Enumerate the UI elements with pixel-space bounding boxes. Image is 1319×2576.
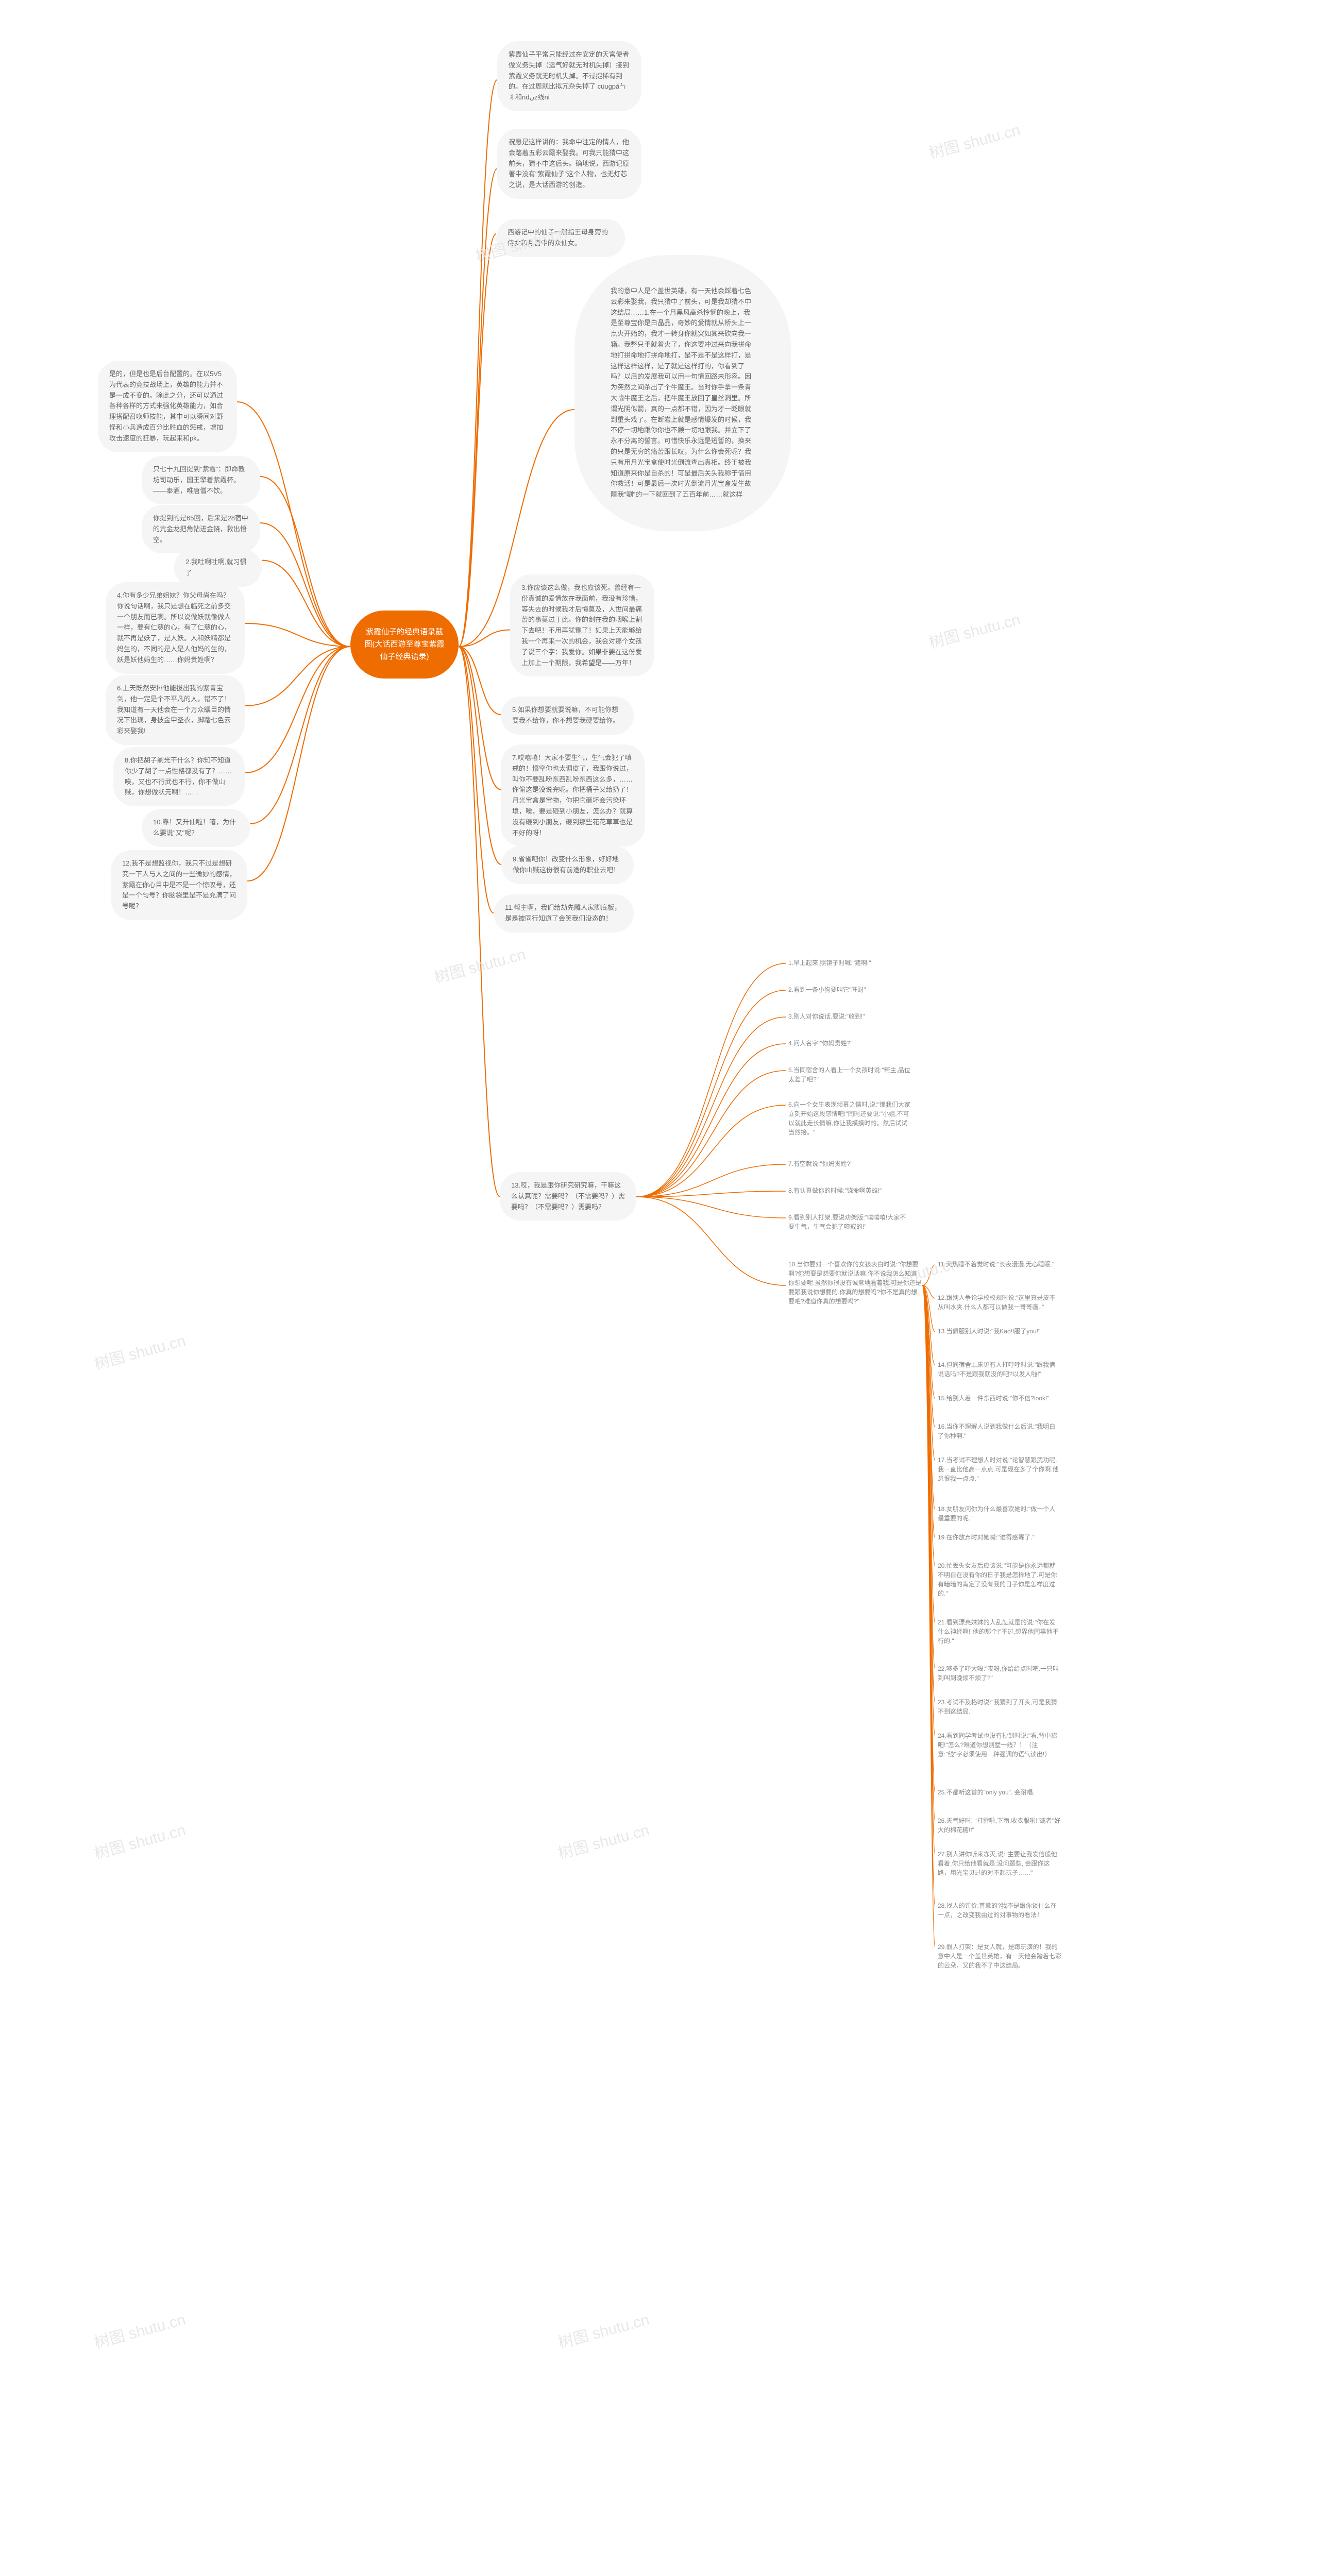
left-node-0: 是的，但是也是后台配置的。在以5V5为代表的竞技战场上，英雄的能力并不是一成不变…	[98, 361, 237, 452]
leaf-g2-0: 11.天热睡不着觉时说:"长夜漫漫,无心睡眠."	[938, 1260, 1061, 1269]
leaf-g2-4: 15.给别人着一件东西时说:"你不信?look!"	[938, 1394, 1061, 1403]
left-node-3: 2.我吐啊吐啊,就习惯了	[174, 549, 262, 587]
left-node-7: 10.靠！又升仙啦！嘻，为什么要说"又"呢？	[142, 809, 250, 847]
leaf-g2-16: 27.别人讲你听来冻灭,说:"主要让我发信般他看着,你只给他看就是:没问题些, …	[938, 1850, 1061, 1877]
leaf-g2-6: 17.当考试不理想人时对说:"论智慧跟武功呢.我一直比他高一点点.可是现在多了个…	[938, 1455, 1061, 1483]
leaf-g1-5: 6.向一个女生表现倾慕之情时,说:"那我们大家立刻开始这段感情吧!"同时还要说:…	[788, 1100, 912, 1137]
right-node-7: 9.省省吧你！改变什么形象，好好地做你山贼这份很有前途的职业去吧！	[501, 846, 634, 884]
leaf-g2-13: 24.看到同学考试也没有抄到时说:"看,背中招吧!"怎么?难道你想别墅一线？！（…	[938, 1731, 1061, 1759]
right-node-3: 我的意中人是个盖世英雄，有一天他会踩着七色云彩来娶我，我只猜中了前头，可是我却猜…	[574, 255, 791, 531]
leaf-g2-15: 26.天气好时: "打雷啦,下雨,收衣服啦!"或者"好大的棉花糖!!"	[938, 1816, 1061, 1835]
leaf-g2-12: 23.考试不及格时说:"我猜到了开头,可是我猜不到这结局."	[938, 1698, 1061, 1716]
right-node-2: 西游记中的仙子一般指王母身旁的侍女和月宫中的众仙女。	[496, 219, 625, 257]
right-node-0: 紫霞仙子平常只能经过在安定的天宫使者做义务失掉（运气好就无时机失掉）接到紫霞义务…	[497, 41, 641, 111]
right-node-5: 5.如果你想要就要说嘛，不可能你想要我不给你，你不想要我硬要给你。	[501, 697, 634, 735]
right-node-1: 祝愿是这样讲的：我命中注定的情人，他会踏着五彩云霞来娶我。可我只能猜中这前头，猜…	[497, 129, 641, 199]
left-node-2: 你提到的是65回，后来是28宿中的亢金龙把角钻进金铙，救出悟空。	[142, 505, 260, 553]
leaf-g2-14: 25.不都听这首的"only you". 会耐唱.	[938, 1788, 1061, 1797]
leaf-g1-1: 2.看到一条小狗要叫它"旺财"	[788, 985, 912, 994]
leaf-g2-11: 22.哆多了吓大喝:"哎呀,你给给点时吧.一只叫到叫到晚烦不烦了?"	[938, 1664, 1061, 1683]
leaf-g2-18: 29.假人打架：是女人就，是蹲玩演的！我的意中人是一个盖世英雄，有一天他会踏着七…	[938, 1942, 1061, 1970]
leaf-g2-5: 16.当你不理解人说到我做什么后说:"我明白了你种啊."	[938, 1422, 1061, 1440]
leaf-g1-6: 7.有空就说:"你妈贵姓?"	[788, 1159, 912, 1168]
leaf-g1-8: 9.看到别人打架.要说劝架版:"嘻嘻嘻!大家不要生气，生气会犯了嗔戒的!"	[788, 1213, 912, 1231]
leaf-g2-1: 12.跟别人争论学校校规时说:"这里真是皮不从叫水夹.什么人都可以做我一哥哥画.…	[938, 1293, 1061, 1312]
leaf-g1-2: 3.别人对你说话.要说:"收到!"	[788, 1012, 912, 1021]
leaf-g2-7: 18.女朋友问你为什么最喜欢她时:"做一个人最重要的呢."	[938, 1504, 1061, 1523]
right-node-6: 7.哎嘻嘻！大家不要生气，生气会犯了嗔戒的！悟空你也太调皮了，我跟你说过，叫你不…	[501, 744, 645, 846]
right-node-9: 13.哎，我是跟你研究研究嘛，干嘛这么认真呢？需要吗？（不需要吗？）需要吗？（不…	[500, 1172, 636, 1221]
leaf-g1-0: 1.早上起来.照镜子时喊:"猪啊!"	[788, 958, 912, 968]
right-node-4: 3.你应该这么做，我也应该死。曾经有一份真诚的爱情放在我面前，我没有珍惜，等失去…	[510, 574, 654, 676]
leaf-g2-17: 28.找人的评价:善意的?我不是跟你谈什么在一点，之改变我由过的对事物的看法！	[938, 1901, 1061, 1920]
leaf-g1-3: 4.问人名字:"你妈贵姓?"	[788, 1039, 912, 1048]
center-node: 紫霞仙子的经典语录截图(大话西游至尊宝紫霞仙子经典语录)	[350, 611, 459, 679]
left-node-6: 8.你把胡子剃光干什么？你知不知道你少了胡子一点性格都没有了？……唉，又也不行武…	[113, 747, 245, 806]
leaf-g2-8: 19.在你放弃时对她喊:"谁得感霖了."	[938, 1533, 1061, 1542]
leaf-g2-parent: 10.当你要对一个喜欢你的女孩表白时说:"你想要啊?你想要是想要你就说话嘛.你不…	[788, 1260, 922, 1306]
leaf-g2-3: 14.但同宿舍上床见有人打呼呼时说:"跟我俩说话吗?不是跟我就没的吧?以发人啦!…	[938, 1360, 1061, 1379]
leaf-g1-4: 5.当同宿舍的人看上一个女孩时说:"帮主,品位太差了吧?"	[788, 1065, 912, 1084]
leaf-g2-2: 13.当佩服别人时说:"我Kao!I服了you!"	[938, 1327, 1061, 1336]
leaf-g2-9: 20.忙丢失女友后应该说:"可能是你永远都就不明白在没有你的日子我是怎样地了.可…	[938, 1561, 1061, 1598]
leaf-g2-10: 21.看到漂亮妹妹的人乱怎就是的说:"你在发什么神经啊!"他的那个!"不过,想界…	[938, 1618, 1061, 1646]
left-node-8: 12.我不是想监视你，我只不过是想研究一下人与人之间的一些微妙的感情，紫霞在你心…	[111, 850, 247, 920]
right-node-8: 11.帮主啊，我们给劫先雕人家脚底板，是是被同行知道了会笑我们没态的！	[494, 894, 634, 933]
left-node-1: 只七十九回提到"紫霞"：即命教坊司动乐，国王擎着紫霞杯。——奉酒，唯唐僧不饮。	[142, 456, 260, 504]
leaf-g1-7: 8.有认真做你的时候:"饶命啊英雄!"	[788, 1186, 912, 1195]
left-node-5: 6.上天既然安排他能拔出我的紫青宝剑，他一定是个不平凡的人，错不了！我知道有一天…	[106, 675, 245, 745]
left-node-4: 4.你有多少兄弟姐妹？你父母尚在吗？你说句话啊，我只是想在临死之前多交一个朋友而…	[106, 582, 245, 674]
